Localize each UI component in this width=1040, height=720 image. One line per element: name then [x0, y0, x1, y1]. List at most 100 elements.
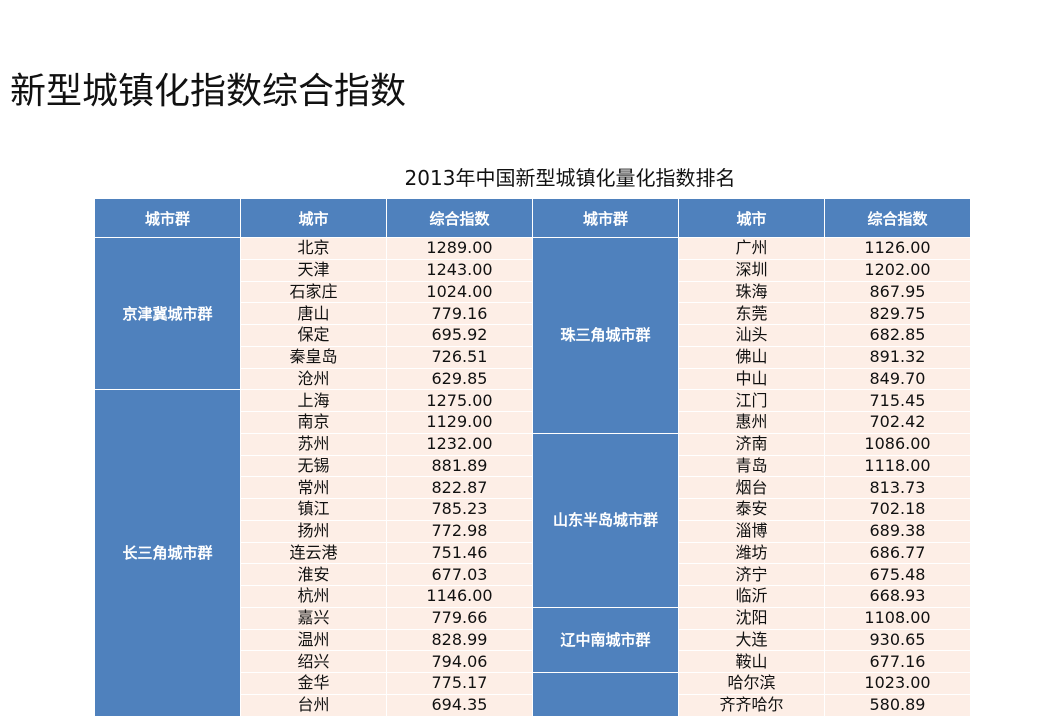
index-value-cell: 1243.00 [386, 258, 533, 282]
header-city-group-right: 城市群 [532, 198, 679, 238]
city-cell: 镇江 [240, 498, 387, 521]
index-value-cell: 751.46 [386, 541, 533, 565]
index-value-cell: 686.77 [824, 541, 971, 565]
city-cell: 杭州 [240, 585, 387, 608]
table-row: 嘉兴 779.66 辽中南城市群 沈阳 1108.00 [95, 606, 971, 674]
city-group-cell: 山东半岛城市群 [532, 432, 679, 608]
table-row: 淮安 677.03 济宁 675.48 [95, 563, 971, 586]
index-value-cell: 891.32 [824, 345, 971, 369]
city-cell: 金华 [240, 672, 387, 695]
table-row: 常州 822.87 烟台 813.73 [95, 476, 971, 499]
index-value-cell: 775.17 [386, 672, 533, 695]
city-cell: 天津 [240, 258, 387, 282]
index-value-cell: 675.48 [824, 563, 971, 586]
index-value-cell: 1118.00 [824, 454, 971, 478]
city-group-cell: 长三角城市群 [94, 389, 241, 717]
table-row: 唐山 779.16 东莞 829.75 [95, 302, 971, 325]
index-value-cell: 1023.00 [824, 672, 971, 695]
header-index-right: 综合指数 [824, 198, 971, 238]
table-row: 保定 695.92 汕头 682.85 [95, 324, 971, 347]
city-cell: 苏州 [240, 432, 387, 456]
table-row: 金华 775.17 哈尔滨 1023.00 [95, 672, 971, 717]
city-cell: 嘉兴 [240, 606, 387, 630]
city-cell: 济宁 [678, 563, 825, 586]
table-row: 扬州 772.98 淄博 689.38 [95, 519, 971, 543]
city-cell: 佛山 [678, 345, 825, 369]
city-cell: 南京 [240, 411, 387, 434]
index-value-cell: 829.75 [824, 302, 971, 325]
index-value-cell: 785.23 [386, 498, 533, 521]
index-value-cell: 1086.00 [824, 432, 971, 456]
city-cell: 无锡 [240, 454, 387, 478]
city-cell: 烟台 [678, 476, 825, 499]
index-value-cell: 1108.00 [824, 606, 971, 630]
page-title: 新型城镇化指数综合指数 [10, 71, 407, 112]
city-cell: 唐山 [240, 302, 387, 325]
city-cell: 鞍山 [678, 650, 825, 673]
index-value-cell: 629.85 [386, 367, 533, 391]
table-row: 连云港 751.46 潍坊 686.77 [95, 541, 971, 565]
city-cell: 淮安 [240, 563, 387, 586]
city-cell: 沧州 [240, 367, 387, 391]
city-cell: 中山 [678, 367, 825, 391]
index-value-cell: 682.85 [824, 324, 971, 347]
index-value-cell: 779.16 [386, 302, 533, 325]
city-cell: 汕头 [678, 324, 825, 347]
table-header-row: 城市群 城市 综合指数 城市群 城市 综合指数 [94, 198, 971, 238]
city-group-cell: 京津冀城市群 [94, 236, 241, 391]
city-cell: 常州 [240, 476, 387, 499]
index-value-cell: 881.89 [386, 454, 533, 478]
index-value-cell: 702.18 [824, 498, 971, 521]
index-value-cell: 1202.00 [824, 258, 971, 282]
city-cell: 连云港 [240, 541, 387, 565]
table-row: 台州 694.35 齐齐哈尔 580.89 [95, 693, 971, 717]
table-row: 无锡 881.89 青岛 1118.00 [95, 454, 971, 478]
table-row: 南京 1129.00 惠州 702.42 [95, 411, 971, 434]
table-row: 绍兴 794.06 鞍山 677.16 [95, 650, 971, 673]
city-cell: 台州 [240, 693, 387, 717]
table-row: 秦皇岛 726.51 佛山 891.32 [95, 345, 971, 369]
ranking-table: 城市群 城市 综合指数 城市群 城市 综合指数 京津冀城市群 北京 1289.00 珠… [94, 198, 971, 717]
index-value-cell: 828.99 [386, 628, 533, 652]
index-value-cell: 1129.00 [386, 411, 533, 434]
city-cell: 广州 [678, 237, 825, 260]
header-city-right: 城市 [678, 198, 825, 238]
city-group-cell: 珠三角城市群 [532, 237, 679, 434]
city-cell: 大连 [678, 628, 825, 652]
index-value-cell: 794.06 [386, 650, 533, 673]
city-cell: 保定 [240, 324, 387, 347]
city-cell: 东莞 [678, 302, 825, 325]
city-cell: 绍兴 [240, 650, 387, 673]
city-cell: 江门 [678, 389, 825, 412]
index-value-cell: 822.87 [386, 476, 533, 499]
index-value-cell: 813.73 [824, 476, 971, 499]
index-value-cell: 772.98 [386, 519, 533, 543]
index-value-cell: 1275.00 [386, 389, 533, 412]
city-group-cell: 辽中南城市群 [532, 606, 679, 674]
index-value-cell: 715.45 [824, 389, 971, 412]
city-cell: 珠海 [678, 280, 825, 304]
city-cell: 泰安 [678, 498, 825, 521]
index-value-cell: 668.93 [824, 585, 971, 608]
header-index-left: 综合指数 [386, 198, 533, 238]
index-value-cell: 1232.00 [386, 432, 533, 456]
city-cell: 济南 [678, 432, 825, 456]
city-cell: 惠州 [678, 411, 825, 434]
index-value-cell: 694.35 [386, 693, 533, 717]
index-value-cell: 1126.00 [824, 237, 971, 260]
city-cell: 北京 [240, 237, 387, 260]
city-cell: 沈阳 [678, 606, 825, 630]
city-group-cell [532, 672, 679, 717]
index-value-cell: 702.42 [824, 411, 971, 434]
city-cell: 青岛 [678, 454, 825, 478]
index-value-cell: 695.92 [386, 324, 533, 347]
table-row: 杭州 1146.00 临沂 668.93 [95, 585, 971, 608]
city-cell: 淄博 [678, 519, 825, 543]
city-cell: 扬州 [240, 519, 387, 543]
city-cell: 临沂 [678, 585, 825, 608]
city-cell: 石家庄 [240, 280, 387, 304]
city-cell: 齐齐哈尔 [678, 693, 825, 717]
header-city-left: 城市 [240, 198, 387, 238]
table-row: 长三角城市群 上海 1275.00 江门 715.45 [94, 389, 971, 717]
index-value-cell: 689.38 [824, 519, 971, 543]
